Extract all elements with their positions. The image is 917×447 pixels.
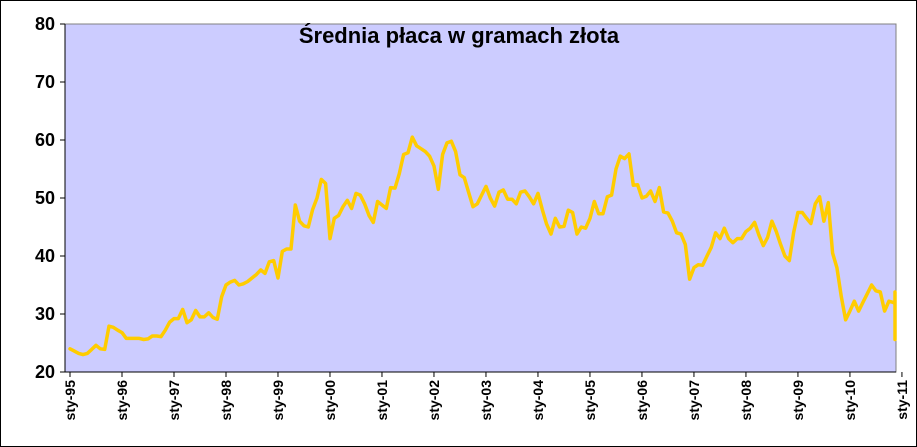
x-tick-label: sty-04	[530, 380, 546, 421]
x-tick-label: sty-11	[894, 380, 910, 420]
x-tick-label: sty-02	[426, 380, 442, 421]
y-tick-label: 60	[35, 130, 55, 150]
x-tick-label: sty-97	[166, 380, 182, 421]
x-axis: sty-95 sty-96 sty-97 sty-98 sty-99 sty-00 sty-…	[62, 371, 910, 421]
chart-title: Średnia płaca w gramach złota	[299, 23, 620, 48]
y-tick-label: 80	[35, 14, 55, 34]
x-tick-label: sty-96	[114, 380, 130, 421]
x-tick-label: sty-08	[738, 380, 754, 421]
x-tick-label: sty-98	[218, 380, 234, 421]
y-tick-label: 30	[35, 304, 55, 324]
series-group	[68, 135, 897, 357]
y-tick-label: 50	[35, 188, 55, 208]
y-tick-label: 40	[35, 246, 55, 266]
y-tick-label: 20	[35, 362, 55, 382]
x-tick-label: sty-10	[842, 380, 858, 421]
x-tick-label: sty-01	[374, 380, 390, 421]
x-tick-label: sty-07	[686, 380, 702, 421]
x-tick-label: sty-09	[790, 380, 806, 421]
x-tick-label: sty-00	[322, 380, 338, 421]
x-tick-label: sty-99	[270, 380, 286, 421]
x-tick-label: sty-05	[582, 380, 598, 421]
x-tick-label: sty-95	[62, 380, 78, 421]
series-line	[68, 135, 897, 357]
y-axis: 20 30 40 50 60 70 80	[35, 14, 66, 382]
x-tick-label: sty-03	[478, 380, 494, 421]
y-tick-label: 70	[35, 72, 55, 92]
x-tick-label: sty-06	[634, 380, 650, 421]
